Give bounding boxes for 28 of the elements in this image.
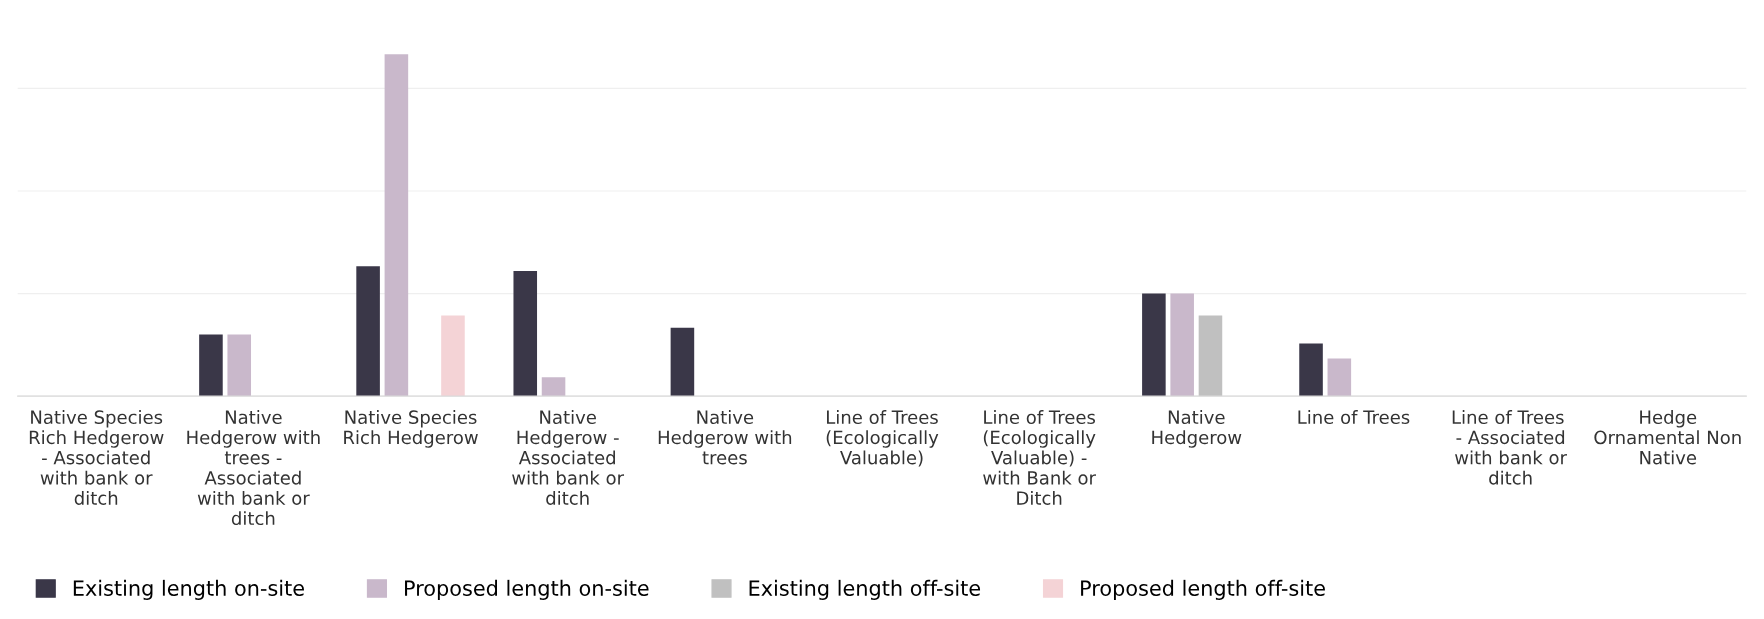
- legend-label: Proposed length on-site: [405, 579, 649, 600]
- bar: [356, 266, 380, 397]
- x-tick-label: Hedge Ornamental Non Native: [1594, 410, 1741, 465]
- bar: [1198, 315, 1223, 397]
- bar: [199, 334, 223, 397]
- legend-label: Existing length on-site: [73, 579, 304, 600]
- bar: [541, 377, 566, 397]
- bar: [227, 334, 252, 397]
- x-tick-label: Line of Trees: [1298, 410, 1410, 425]
- x-tick-label: Native Species Rich Hedgerow - Associated with bank or ditch: [29, 410, 164, 505]
- legend-label: Existing length off-site: [749, 579, 981, 600]
- bar: [670, 327, 695, 397]
- x-tick-label: Line of Trees - Associated with bank or ditch: [1452, 410, 1567, 485]
- bar: [1170, 293, 1194, 397]
- x-tick-label: Native Hedgerow with trees - Associated with bank or ditch: [187, 410, 320, 526]
- x-tick-label: Line of Trees (Ecologically Valuable): [826, 410, 939, 467]
- bar: [513, 271, 538, 397]
- legend-label: Proposed length off-site: [1081, 579, 1325, 600]
- x-tick-label: Native Hedgerow - Associated with bank or ditch: [512, 410, 625, 505]
- bar: [441, 315, 465, 397]
- x-tick-label: Native Hedgerow: [1152, 410, 1242, 448]
- bar: [384, 54, 409, 397]
- bar: [1327, 358, 1352, 397]
- bar: [1299, 343, 1323, 397]
- x-tick-label: Line of Trees (Ecologically Valuable) - with Bank or Ditch: [983, 410, 1096, 505]
- bar: [1142, 293, 1166, 397]
- x-tick-label: Native Species Rich Hedgerow: [344, 410, 478, 448]
- x-tick-label: Native Hedgerow with trees: [658, 410, 792, 465]
